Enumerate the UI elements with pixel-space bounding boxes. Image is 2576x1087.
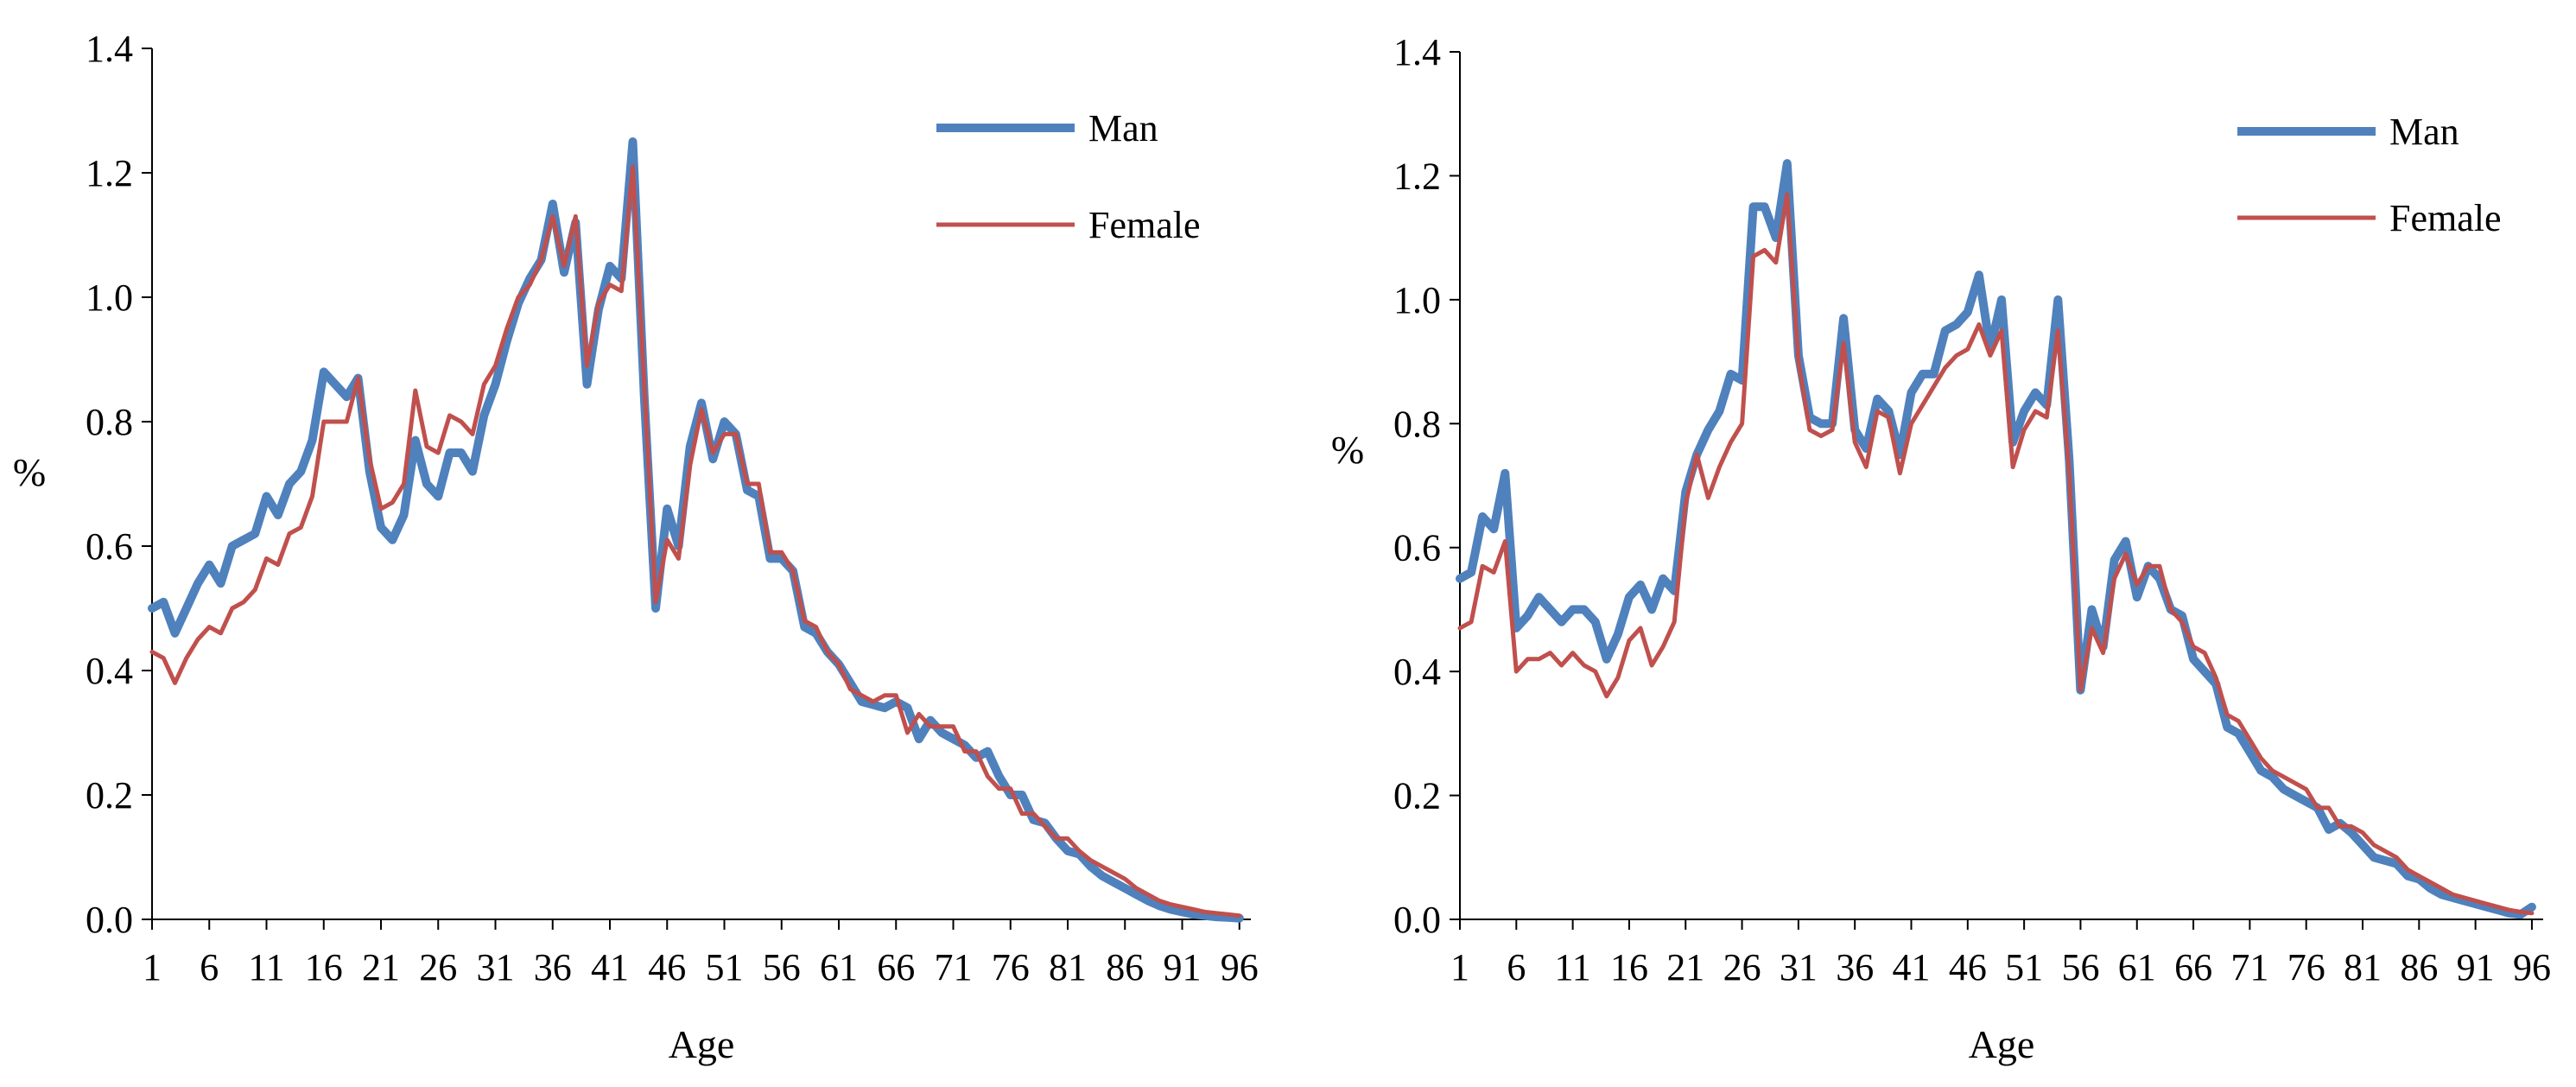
x-tick-label: 36 [1836,946,1874,988]
x-tick-label: 21 [362,946,400,988]
x-tick-label: 6 [1507,946,1526,988]
y-tick-label: 0.8 [86,401,133,443]
y-tick-label: 1.2 [1393,155,1441,197]
x-tick-label: 26 [1723,946,1761,988]
x-tick-label: 61 [820,946,858,988]
x-tick-label: 91 [1164,946,1202,988]
x-tick-label: 91 [2457,946,2495,988]
x-axis-title: Age [1969,1022,2035,1066]
y-tick-label: 0.6 [86,525,133,568]
x-tick-label: 76 [2287,946,2325,988]
y-tick-label: 1.2 [86,152,133,194]
x-tick-label: 46 [648,946,686,988]
x-tick-label: 11 [248,946,284,988]
y-axis-title: % [1331,428,1364,472]
x-tick-label: 26 [419,946,457,988]
x-tick-label: 31 [1780,946,1818,988]
x-tick-label: 71 [2230,946,2268,988]
y-tick-label: 0.6 [1393,527,1441,569]
legend-label-man: Man [1088,107,1158,149]
y-tick-label: 0.4 [86,650,133,692]
legend-label-female: Female [2389,197,2502,239]
x-tick-label: 51 [706,946,744,988]
x-tick-label: 56 [763,946,801,988]
y-tick-label: 0.4 [1393,651,1441,693]
chart-right: 0.00.20.40.60.81.01.21.41 6 11 16 21 26 31 36 41… [1331,31,2551,1066]
x-tick-label: 16 [1610,946,1648,988]
series-line-man [1456,159,2536,919]
series-line-man [148,137,1244,923]
series-line-female [1457,192,2535,916]
x-tick-label: 36 [534,946,572,988]
x-tick-label: 31 [477,946,515,988]
x-tick-label: 41 [591,946,629,988]
x-tick-label: 81 [2344,946,2382,988]
x-tick-label: 96 [1221,946,1259,988]
y-tick-label: 0.2 [86,774,133,817]
y-tick-label: 1.4 [1393,31,1441,73]
x-tick-label: 1 [1450,946,1469,988]
x-tick-label: 51 [2005,946,2043,988]
x-tick-label: 21 [1666,946,1704,988]
x-tick-label: 46 [1949,946,1987,988]
x-tick-label: 56 [2061,946,2099,988]
x-tick-label: 86 [1106,946,1144,988]
series-line-female [149,164,1242,919]
x-tick-label: 96 [2513,946,2551,988]
legend-label-female: Female [1088,204,1201,246]
x-tick-label: 6 [200,946,219,988]
y-tick-label: 0.8 [1393,403,1441,445]
x-tick-label: 86 [2400,946,2438,988]
x-tick-label: 81 [1049,946,1087,988]
x-tick-label: 76 [992,946,1030,988]
x-tick-label: 41 [1893,946,1931,988]
x-axis-title: Age [669,1022,735,1066]
y-tick-label: 1.4 [86,28,133,70]
y-tick-label: 0.0 [86,899,133,941]
x-tick-label: 66 [2174,946,2212,988]
y-tick-label: 0.2 [1393,775,1441,817]
y-tick-label: 1.0 [1393,279,1441,321]
chart-left: 0.00.20.40.60.81.01.21.41 6 11 16 21 26 31 36 41… [13,28,1259,1066]
y-axis-title: % [13,450,46,494]
x-tick-label: 11 [1554,946,1590,988]
x-tick-label: 71 [935,946,973,988]
legend-label-man: Man [2389,111,2459,153]
y-tick-label: 0.0 [1393,899,1441,941]
x-tick-label: 66 [877,946,915,988]
x-tick-label: 16 [305,946,343,988]
x-tick-label: 1 [143,946,162,988]
x-tick-label: 61 [2118,946,2156,988]
y-tick-label: 1.0 [86,277,133,319]
